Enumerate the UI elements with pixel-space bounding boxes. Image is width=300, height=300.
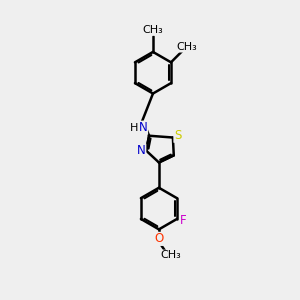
Text: CH₃: CH₃ [160,250,181,260]
Text: H: H [130,123,138,133]
Text: N: N [137,144,146,157]
Text: CH₃: CH₃ [142,25,163,35]
Text: S: S [174,129,181,142]
Text: O: O [154,232,164,245]
Text: F: F [180,214,187,227]
Text: CH₃: CH₃ [176,42,197,52]
Text: N: N [139,121,148,134]
